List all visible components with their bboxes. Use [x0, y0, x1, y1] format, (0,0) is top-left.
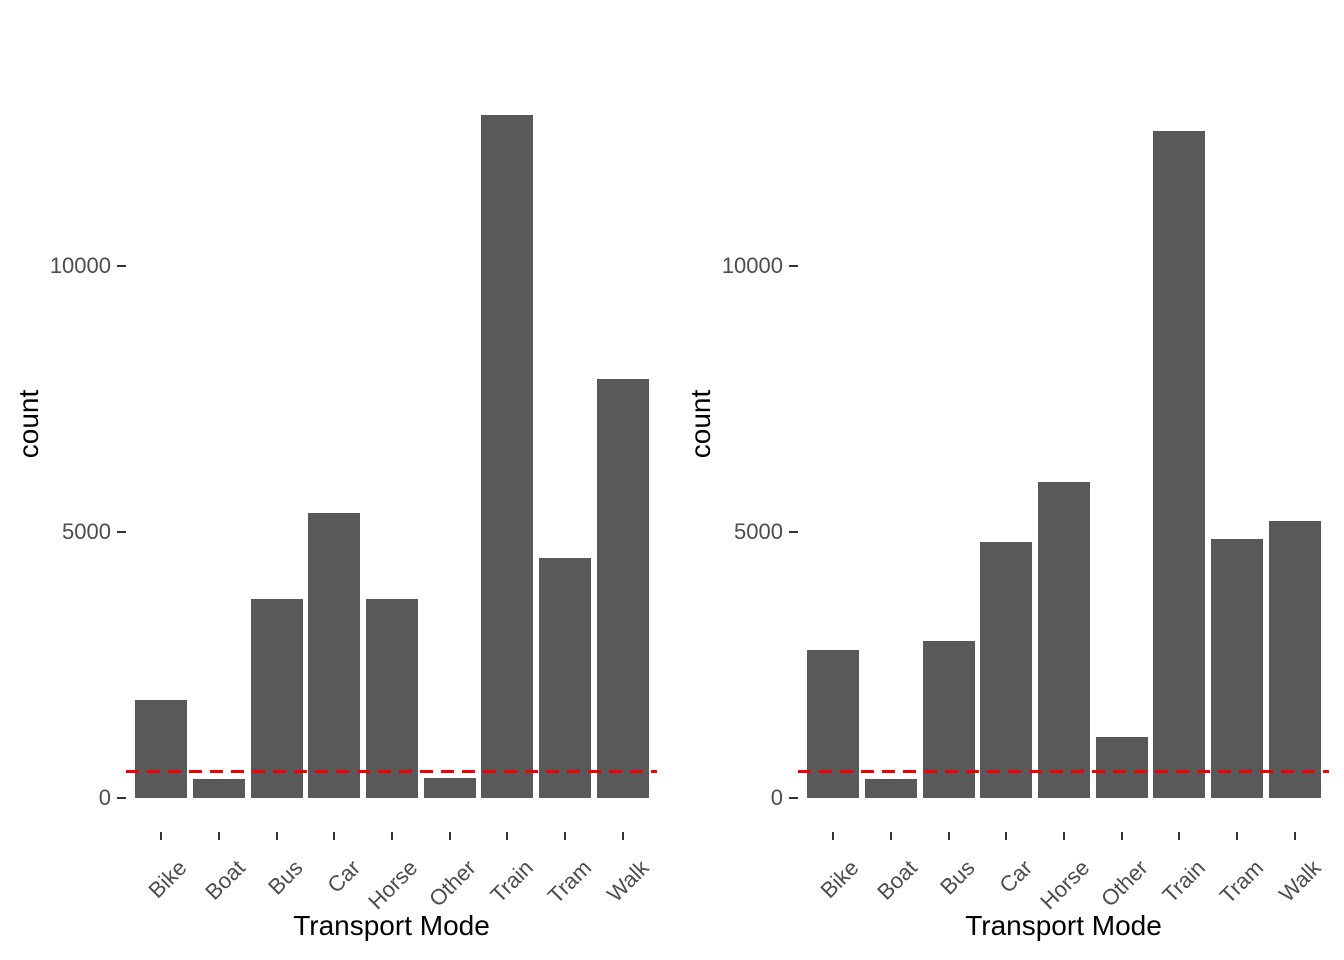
x-tick-mark: [333, 832, 336, 840]
y-tick-mark: [789, 531, 798, 533]
x-tick-mark: [1005, 832, 1008, 840]
bar-boat: [864, 779, 917, 798]
x-tick-label-bike: Bike: [815, 855, 864, 903]
y-tick-mark: [117, 797, 126, 799]
bar-car: [980, 542, 1033, 798]
x-tick-mark: [506, 832, 509, 840]
x-tick-label-train: Train: [485, 855, 539, 908]
bar-boat: [192, 779, 245, 798]
x-tick-mark: [564, 832, 567, 840]
x-tick-mark: [160, 832, 163, 840]
bar-walk: [1268, 520, 1321, 798]
x-tick-label-car: Car: [994, 855, 1037, 898]
bar-bus: [922, 640, 975, 798]
reference-line: [126, 769, 657, 773]
x-tick-label-train: Train: [1157, 855, 1211, 908]
bar-bike: [807, 650, 860, 798]
bar-chart-right: count Transport Mode 0 5000 10000 Bike Boat B…: [672, 0, 1344, 960]
x-tick-mark: [947, 832, 950, 840]
bar-horse: [1038, 482, 1090, 798]
y-tick-mark: [789, 265, 798, 267]
y-axis-title: count: [13, 389, 44, 459]
y-tick-mark: [117, 265, 126, 267]
x-tick-mark: [391, 832, 393, 840]
x-tick-label-bus: Bus: [262, 855, 308, 900]
bar-tram: [1211, 538, 1264, 798]
x-tick-label-other: Other: [423, 855, 481, 912]
bar-chart-left: count Transport Mode 0 5000 10000 Bike Boat B…: [13, 81, 657, 941]
x-tick-mark: [217, 832, 220, 840]
x-tick-mark: [1293, 832, 1296, 840]
bar-tram: [539, 557, 592, 798]
bar-other: [423, 777, 476, 798]
x-axis-title: Transport Mode: [293, 910, 490, 941]
x-tick-label-other: Other: [1095, 855, 1153, 912]
x-tick-label-tram: Tram: [1214, 855, 1268, 909]
y-tick-label: 0: [770, 785, 783, 810]
x-tick-mark: [1120, 832, 1123, 840]
y-tick-mark: [117, 531, 126, 533]
reference-line: [798, 769, 1329, 773]
y-tick-label: 0: [98, 785, 111, 810]
x-tick-label-horse: Horse: [1035, 855, 1095, 915]
x-tick-mark: [1236, 832, 1239, 840]
bar-horse: [366, 599, 418, 798]
x-tick-mark: [832, 832, 835, 840]
x-tick-mark: [1178, 832, 1181, 840]
plot-panel: [126, 81, 657, 832]
x-tick-mark: [448, 832, 451, 840]
bar-bike: [135, 699, 188, 798]
x-tick-mark: [621, 832, 624, 840]
y-axis-title: count: [685, 389, 716, 459]
x-tick-mark: [889, 832, 892, 840]
x-tick-label-walk: Walk: [601, 855, 654, 907]
plot-panel: [798, 81, 1329, 832]
x-tick-label-car: Car: [322, 855, 365, 898]
bar-train: [1153, 130, 1206, 798]
x-tick-mark: [1063, 832, 1065, 840]
x-tick-label-walk: Walk: [1273, 855, 1326, 907]
bar-bus: [250, 599, 303, 798]
x-tick-mark: [275, 832, 278, 840]
bar-train: [481, 115, 534, 798]
bar-walk: [596, 379, 649, 798]
x-tick-label-boat: Boat: [199, 855, 250, 905]
bar-car: [308, 512, 361, 798]
x-tick-label-bus: Bus: [934, 855, 980, 900]
bar-other: [1095, 736, 1148, 798]
x-tick-label-boat: Boat: [871, 855, 922, 905]
x-tick-label-bike: Bike: [143, 855, 192, 903]
y-tick-label: 10000: [49, 253, 111, 278]
y-tick-label: 5000: [62, 519, 111, 544]
x-tick-label-tram: Tram: [542, 855, 596, 909]
y-tick-mark: [789, 797, 798, 799]
x-tick-label-horse: Horse: [363, 855, 423, 915]
y-tick-label: 5000: [734, 519, 783, 544]
y-tick-label: 10000: [721, 253, 783, 278]
x-axis-title: Transport Mode: [965, 910, 1162, 941]
